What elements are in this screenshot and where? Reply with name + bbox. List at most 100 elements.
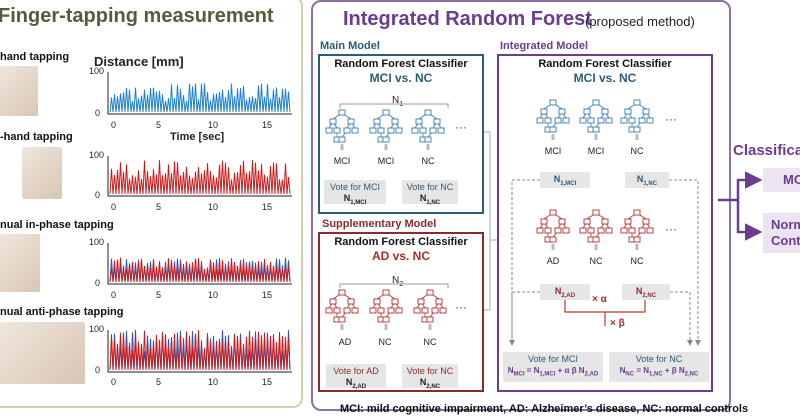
- tree-node: [642, 218, 650, 225]
- tree-node: [605, 227, 613, 234]
- hand-photo-4: [0, 322, 85, 384]
- tree-node: [415, 118, 423, 125]
- x-tick: 5: [156, 120, 162, 130]
- int-n1-mci: N1,MCI: [540, 172, 590, 188]
- tree-node: [579, 227, 587, 234]
- alpha-multiplier: × α: [592, 294, 607, 305]
- task-label-2: -hand tapping: [0, 131, 73, 143]
- tree-node: [549, 126, 557, 133]
- abbreviation-footnote: MCI: mild cognitive impairment, AD: Alzh…: [340, 403, 749, 415]
- int-n1-nc: N1,NC: [625, 172, 669, 188]
- tree-node: [549, 209, 557, 216]
- y-tick: 0: [95, 190, 101, 200]
- tree-node: [382, 289, 390, 296]
- tree-node: [620, 227, 628, 234]
- main-classifier-title: Random Forest Classifier: [334, 58, 468, 70]
- signal-trace: [109, 330, 291, 371]
- y-tick: 100: [89, 66, 105, 76]
- tree-node: [382, 316, 390, 323]
- finger-tapping-title: Finger-tapping measurement: [0, 5, 274, 27]
- int-bot-ellipsis: ···: [665, 222, 677, 236]
- tree-node: [419, 127, 427, 134]
- tree-node: [435, 298, 443, 305]
- tree-node: [540, 108, 548, 115]
- supp-classifier-title: Random Forest Classifier: [334, 236, 468, 248]
- main-vote-nc: Vote for NC N1,NC: [402, 180, 458, 206]
- tree-node: [583, 108, 591, 115]
- tree-node: [583, 218, 591, 225]
- int-bot-leaf-1: AD: [546, 256, 560, 266]
- tree-node: [549, 236, 557, 243]
- tree-node: [329, 118, 337, 125]
- n2nc-route: [670, 291, 693, 346]
- tree-node: [373, 298, 381, 305]
- tree-node: [536, 117, 544, 124]
- tree-node: [592, 236, 600, 243]
- x-tick: 0: [111, 377, 117, 387]
- tree-node: [377, 307, 385, 314]
- supp-ellipsis: ···: [455, 300, 467, 314]
- x-tick: 10: [208, 290, 219, 300]
- y-tick: 100: [89, 150, 105, 160]
- y-tick: 0: [95, 365, 101, 375]
- tree-node: [413, 307, 421, 314]
- tree-node: [395, 307, 403, 314]
- x-tick: 0: [111, 290, 117, 300]
- int-bot-leaf-2: NC: [589, 256, 603, 266]
- main-leaf-2: MCI: [377, 156, 395, 166]
- tree-node: [333, 127, 341, 134]
- tree-node: [424, 136, 432, 143]
- tree-node: [562, 227, 570, 234]
- main-leaf-1: MCI: [333, 156, 351, 166]
- supp-leaf-2: NC: [378, 337, 392, 347]
- tree-node: [638, 117, 646, 124]
- integrated-classifier-title: Random Forest Classifier: [538, 58, 672, 70]
- tree-node: [325, 127, 333, 134]
- tree-node: [544, 227, 552, 234]
- tree-node: [628, 117, 636, 124]
- x-tick: 0: [111, 120, 117, 130]
- tree-node: [597, 227, 605, 234]
- tree-node: [347, 298, 355, 305]
- signal-plot-4: [107, 330, 292, 373]
- tree-node: [633, 236, 641, 243]
- hand-photo-2: [22, 147, 62, 199]
- tree-node: [642, 108, 650, 115]
- main-comparison: MCI vs. NC: [369, 71, 433, 85]
- time-axis-label: Time [sec]: [170, 131, 225, 143]
- tree-node: [382, 109, 390, 116]
- x-tick: 15: [262, 120, 273, 130]
- task-label-1: hand tapping: [0, 51, 70, 63]
- supp-comparison: AD vs. NC: [371, 249, 430, 263]
- tree-node: [587, 227, 595, 234]
- tree-node: [417, 298, 425, 305]
- tree-node: [373, 118, 381, 125]
- tree-node: [338, 136, 346, 143]
- int-vote-nc: Vote for NC NNC = N1,NC + β N2,NC: [609, 352, 709, 382]
- tree-node: [624, 218, 632, 225]
- plot-axes: [107, 243, 292, 285]
- tree-node: [554, 227, 562, 234]
- supp-to-int-connector: [484, 240, 491, 311]
- tree-node: [426, 316, 434, 323]
- int-top-leaf-2: MCI: [587, 146, 605, 156]
- tree-node: [424, 109, 432, 116]
- supp-leaf-3: NC: [423, 337, 437, 347]
- integrated-model-label: Integrated Model: [500, 40, 589, 52]
- tree-node: [544, 117, 552, 124]
- task-label-3: nual in-phase tapping: [0, 219, 114, 231]
- n1-bracket: [339, 103, 449, 108]
- y-tick: 0: [95, 278, 101, 288]
- tree-node: [558, 218, 566, 225]
- classification-normal: Norm Cont: [763, 213, 800, 253]
- int-vote-mci: Vote for MCI NMCI = N1,MCI + α β N2,AD: [503, 352, 603, 382]
- tree-node: [587, 117, 595, 124]
- tree-node: [387, 127, 395, 134]
- tree-node: [343, 127, 351, 134]
- tree-node: [338, 316, 346, 323]
- tree-node: [605, 117, 613, 124]
- plot-axes: [107, 156, 292, 197]
- tree-node: [439, 307, 447, 314]
- signal-trace: [109, 160, 291, 195]
